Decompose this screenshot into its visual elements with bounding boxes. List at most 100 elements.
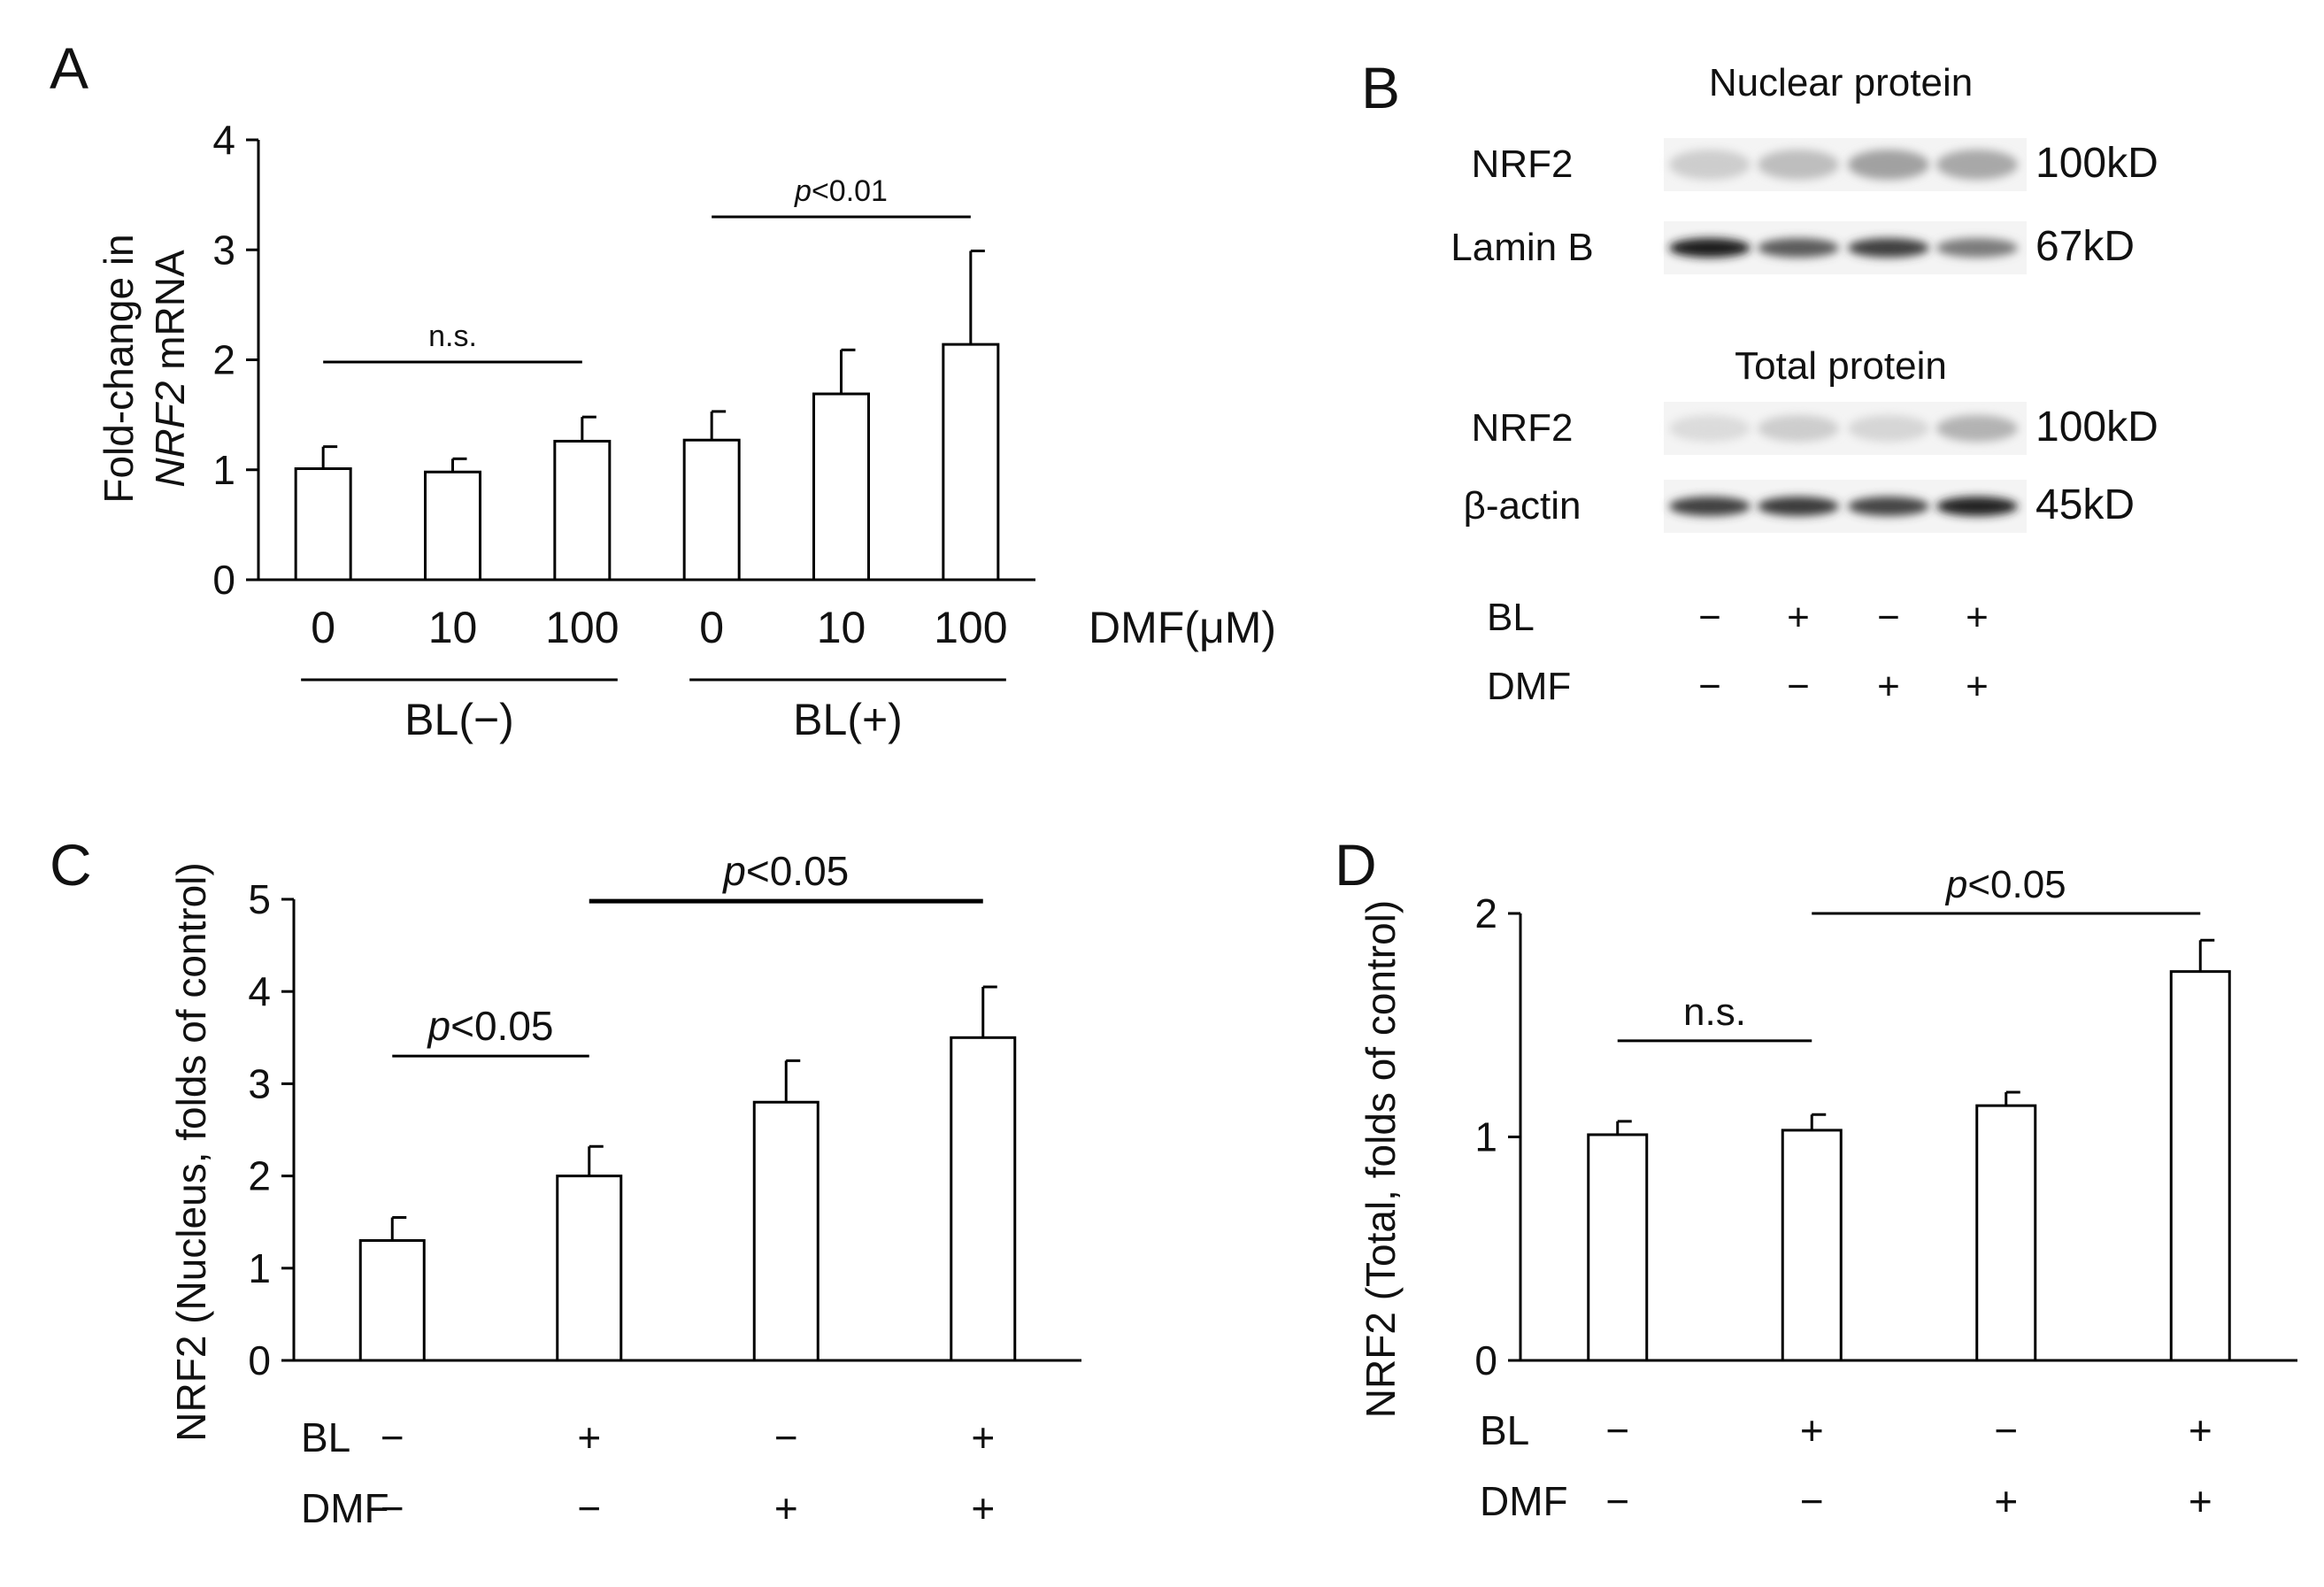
bar xyxy=(294,467,352,582)
condition-sign: − xyxy=(1994,1407,2018,1453)
bar xyxy=(942,343,1000,582)
blot-condition-sign: + xyxy=(1787,596,1810,639)
bar xyxy=(556,1175,623,1362)
blot-molecular-weight: 45kD xyxy=(2035,481,2135,528)
blot-band xyxy=(1936,238,2018,258)
bar xyxy=(1587,1133,1649,1362)
chart-panel-d: 0 1 2 NRF2 (Total, folds of control) n.s. p<0… xyxy=(1358,863,2297,1524)
x-tick-label: 0 xyxy=(699,603,724,652)
blot-condition-sign: − xyxy=(1698,665,1721,708)
blot-row-label: β-actin xyxy=(1464,484,1581,528)
y-tick-label: 4 xyxy=(212,117,235,163)
significance-label: p<0.05 xyxy=(1944,863,2066,906)
chart-panel-a: 0 1 2 3 4 n.s. p<0.01 Fold-change in NRF2 mRNA 0 1… xyxy=(96,117,1276,744)
blot-band xyxy=(1848,497,1929,516)
panel-label-d: D xyxy=(1335,832,1377,898)
bar xyxy=(553,439,612,582)
significance-label: p<0.05 xyxy=(427,1003,554,1049)
significance-label-italic: p xyxy=(1944,863,1967,906)
bar xyxy=(682,438,741,582)
blot-band xyxy=(1758,497,1839,516)
significance-label-italic: p xyxy=(721,848,746,894)
condition-sign: + xyxy=(2189,1407,2212,1453)
blot-band xyxy=(1936,497,2018,516)
blot-condition-label: DMF xyxy=(1487,665,1571,708)
condition-sign: + xyxy=(971,1485,995,1531)
significance-label-text: <0.05 xyxy=(1967,863,2066,906)
significance-label: n.s. xyxy=(1683,990,1746,1034)
y-tick-label: 3 xyxy=(212,227,235,273)
blot-section-title: Nuclear protein xyxy=(1709,61,1973,104)
condition-sign: + xyxy=(577,1414,601,1460)
bar xyxy=(752,1100,820,1362)
blot-band xyxy=(1669,497,1751,516)
blot-molecular-weight: 67kD xyxy=(2035,223,2135,270)
blot-condition-sign: − xyxy=(1698,596,1721,639)
panel-label-b: B xyxy=(1361,55,1400,120)
blot-band xyxy=(1936,415,2018,442)
blot-condition-sign: + xyxy=(1877,665,1900,708)
y-tick-label: 1 xyxy=(1474,1114,1497,1160)
y-tick-label: 1 xyxy=(248,1245,271,1291)
y-tick-label: 3 xyxy=(248,1060,271,1106)
blot-band xyxy=(1758,238,1839,258)
blot-row-label: NRF2 xyxy=(1472,406,1574,450)
condition-sign: − xyxy=(381,1414,404,1460)
bar xyxy=(1975,1104,2037,1362)
y-axis-label-line2: NRF2 mRNA xyxy=(147,250,193,488)
y-axis-label: NRF2 (Nucleus, folds of control) xyxy=(168,862,214,1441)
condition-sign: + xyxy=(2189,1478,2212,1524)
x-tick-label: 10 xyxy=(428,603,478,652)
blot-band xyxy=(1758,415,1839,442)
blot-condition-label: BL xyxy=(1487,596,1535,639)
condition-sign: − xyxy=(774,1414,798,1460)
bar xyxy=(424,470,481,582)
blot-band xyxy=(1848,238,1929,258)
condition-sign: − xyxy=(1605,1407,1629,1453)
y-axis-label: Fold-change in xyxy=(96,234,142,503)
blot-molecular-weight: 100kD xyxy=(2035,140,2159,187)
condition-sign: − xyxy=(1605,1478,1629,1524)
significance-label: p<0.01 xyxy=(794,174,888,208)
group-label: BL(−) xyxy=(404,695,514,744)
y-tick-label: 0 xyxy=(212,557,235,603)
blot-row-label: Lamin B xyxy=(1451,226,1593,269)
blot-band xyxy=(1758,150,1839,180)
y-tick-label: 0 xyxy=(248,1337,271,1383)
blot-condition-sign: − xyxy=(1877,596,1900,639)
bar xyxy=(2169,970,2231,1362)
condition-sign: − xyxy=(381,1485,404,1531)
western-blot-panel: Nuclear protein NRF2 100kD Lamin B 67kD Total… xyxy=(1451,61,2158,708)
y-tick-label: 2 xyxy=(248,1153,271,1199)
significance-label-text: <0.05 xyxy=(450,1003,553,1049)
condition-label: BL xyxy=(301,1414,350,1460)
blot-condition-sign: + xyxy=(1966,665,1989,708)
significance-label-italic: p xyxy=(794,174,812,208)
x-tick-label: 10 xyxy=(817,603,866,652)
y-tick-label: 0 xyxy=(1474,1337,1497,1383)
y-axis-label: NRF2 (Total, folds of control) xyxy=(1358,900,1404,1418)
significance-label: n.s. xyxy=(428,320,477,353)
condition-label: BL xyxy=(1480,1407,1529,1453)
blot-row-label: NRF2 xyxy=(1472,143,1574,186)
condition-sign: + xyxy=(774,1485,798,1531)
blot-condition-sign: − xyxy=(1787,665,1810,708)
condition-label: DMF xyxy=(1480,1478,1568,1524)
blot-condition-sign: + xyxy=(1966,596,1989,639)
group-label: BL(+) xyxy=(793,695,903,744)
significance-label-text: <0.05 xyxy=(746,848,849,894)
condition-sign: + xyxy=(971,1414,995,1460)
condition-label: DMF xyxy=(301,1485,389,1531)
blot-band xyxy=(1936,150,2018,180)
panel-label-a: A xyxy=(50,35,88,101)
condition-sign: + xyxy=(1800,1407,1824,1453)
y-tick-label: 5 xyxy=(248,876,271,922)
significance-label-italic: p xyxy=(427,1003,451,1049)
significance-label: p<0.05 xyxy=(721,848,849,894)
bar xyxy=(812,392,870,582)
significance-label-text: <0.01 xyxy=(812,174,888,208)
y-axis-label-gene: NRF2 xyxy=(147,381,193,488)
condition-sign: − xyxy=(577,1485,601,1531)
bar xyxy=(1781,1129,1843,1362)
